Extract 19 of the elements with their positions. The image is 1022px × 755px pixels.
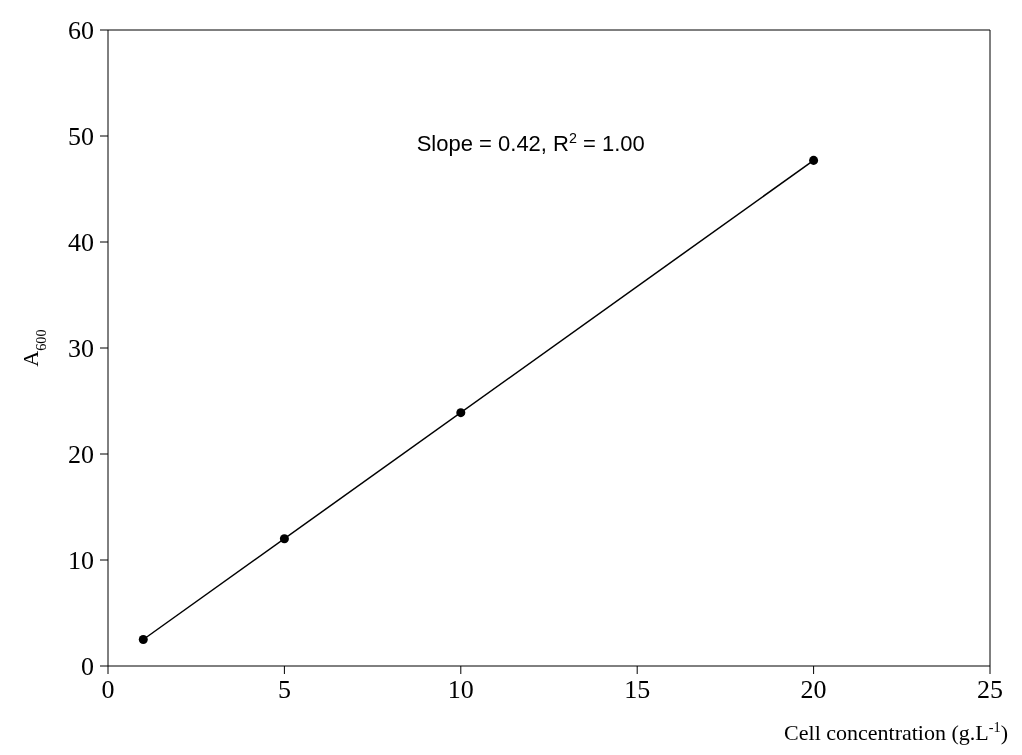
x-tick-label: 5 (277, 675, 291, 705)
x-axis-title: Cell concentration (g.L$^{-1}$) (784, 719, 1008, 745)
y-tick-label: 40 (68, 228, 94, 258)
x-tick-label: 25 (977, 675, 1003, 705)
x-tick-label: 20 (800, 675, 827, 705)
y-tick-label: 0 (81, 652, 94, 682)
point (138, 634, 148, 645)
y-tick-label: 60 (68, 16, 94, 46)
annotation: Slope = 0.42, R$^{2}$ = 1.00 (416, 129, 645, 156)
x-tick-label: 15 (624, 675, 651, 705)
x-tick-label: 10 (447, 675, 474, 705)
point (456, 408, 466, 418)
y-tick-label: 20 (68, 440, 94, 470)
point (279, 534, 289, 544)
y-tick-label: 50 (68, 122, 94, 152)
y-tick-label: 10 (68, 546, 94, 576)
x-tick-label: 0 (101, 675, 115, 705)
point (809, 155, 819, 165)
y-tick-label: 30 (68, 334, 94, 364)
